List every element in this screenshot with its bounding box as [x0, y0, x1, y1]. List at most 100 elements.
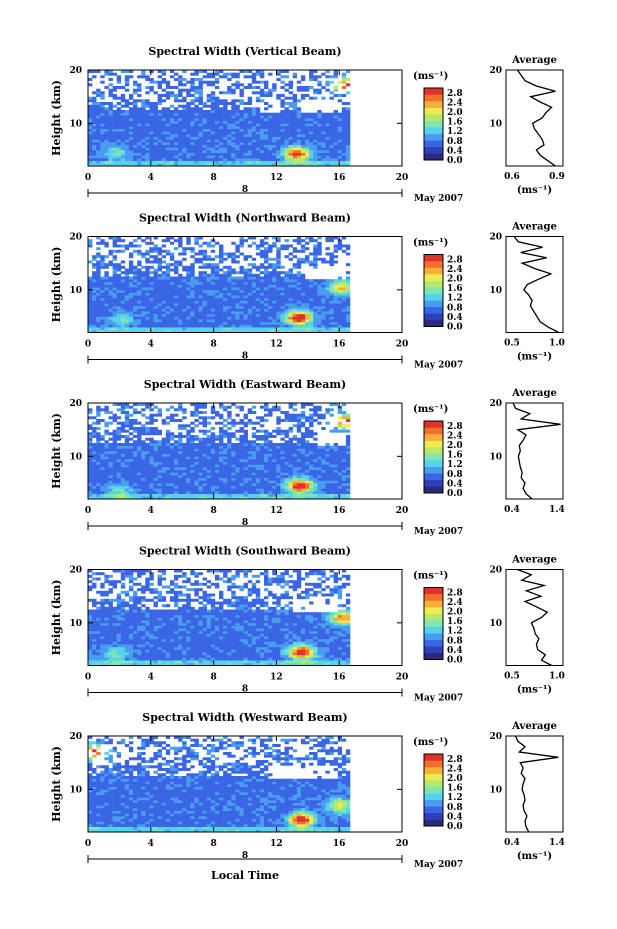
heatmap-cell	[100, 155, 105, 159]
heatmap-cell	[214, 496, 220, 500]
heatmap-cell	[341, 297, 347, 301]
heatmap-cell	[333, 155, 338, 159]
heatmap-cell	[186, 496, 191, 500]
heatmap-cell	[120, 480, 126, 484]
heatmap-cell	[194, 451, 199, 454]
heatmap-cell	[284, 107, 289, 111]
heatmap-cell	[272, 265, 277, 269]
heatmap-cell	[259, 279, 265, 283]
heatmap-cell	[255, 268, 261, 272]
heatmap-cell	[305, 300, 310, 304]
heatmap-cell	[116, 303, 122, 307]
heatmap-cell	[305, 451, 310, 454]
heatmap-cell	[300, 475, 306, 478]
heatmap-cell	[337, 287, 343, 291]
heatmap-cell	[178, 163, 183, 167]
heatmap-cell	[141, 475, 146, 478]
heatmap-cell	[292, 493, 298, 497]
heatmap-cell	[128, 485, 134, 489]
heatmap-cell	[317, 144, 322, 148]
heatmap-cell	[108, 316, 113, 320]
heatmap-cell	[272, 86, 277, 89]
colorbar-swatch	[424, 146, 443, 154]
heatmap-cell	[235, 300, 240, 304]
y-tick-label: 10	[69, 119, 82, 129]
heatmap-cell	[206, 123, 212, 127]
heatmap-cell	[88, 158, 93, 161]
heatmap-cell	[341, 448, 347, 452]
heatmap-cell	[247, 131, 253, 135]
heatmap-cell	[116, 147, 122, 151]
heatmap-cell	[186, 297, 191, 301]
heatmap-cell	[223, 134, 228, 137]
heatmap-cell	[231, 118, 236, 121]
heatmap-cell	[345, 493, 351, 497]
heatmap-cell	[157, 483, 162, 486]
heatmap-cell	[264, 292, 269, 296]
heatmap-cell	[305, 464, 310, 468]
heatmap-cell	[206, 126, 212, 129]
heatmap-cell	[329, 445, 334, 449]
heatmap-cell	[325, 83, 330, 87]
heatmap-cell	[157, 321, 162, 325]
heatmap-cell	[153, 128, 158, 132]
heatmap-cell	[223, 300, 228, 304]
heatmap-cell	[333, 295, 338, 299]
heatmap-cell	[296, 287, 302, 291]
heatmap-cell	[153, 324, 158, 328]
heatmap-cell	[153, 308, 158, 312]
heatmap-cell	[161, 287, 167, 291]
heatmap-cell	[296, 123, 302, 127]
heatmap-cell	[264, 493, 269, 497]
heatmap-cell	[198, 80, 203, 84]
heatmap-cell	[243, 295, 248, 299]
heatmap-cell	[198, 483, 203, 486]
heatmap-cell	[333, 308, 338, 312]
heatmap-cell	[161, 445, 167, 449]
heatmap-cell	[219, 477, 224, 481]
heatmap-cell	[300, 496, 306, 500]
heatmap-cell	[104, 289, 109, 293]
heatmap-cell	[182, 118, 187, 121]
heatmap-cell	[272, 305, 277, 309]
heatmap-cell	[300, 313, 306, 317]
heatmap-cell	[239, 110, 244, 113]
heatmap-cell	[337, 120, 343, 124]
heatmap-cell	[288, 303, 293, 307]
heatmap-cell	[157, 118, 162, 121]
heatmap-cell	[313, 496, 318, 500]
heatmap-cell	[231, 131, 236, 135]
heatmap-cell	[194, 491, 199, 494]
heatmap-cell	[239, 300, 244, 304]
heatmap-cell	[321, 300, 326, 304]
heatmap-cell	[280, 480, 285, 484]
colorbar-unit: (ms⁻¹)	[413, 238, 448, 249]
heatmap-cell	[227, 295, 232, 299]
heatmap-cell	[145, 488, 150, 492]
heatmap-cell	[313, 96, 318, 100]
heatmap-cell	[243, 327, 248, 331]
heatmap-cell	[165, 142, 171, 145]
heatmap-cell	[329, 488, 334, 492]
heatmap-cell	[112, 150, 117, 153]
heatmap-cell	[333, 287, 338, 291]
heatmap-cell	[128, 142, 134, 145]
heatmap-cell	[178, 150, 183, 153]
heatmap-cell	[116, 115, 122, 119]
heatmap-cell	[321, 308, 326, 312]
heatmap-cell	[145, 445, 150, 449]
heatmap-cell	[341, 147, 347, 151]
heatmap-cell	[251, 136, 257, 140]
heatmap-cell	[169, 467, 175, 470]
heatmap-cell	[190, 467, 195, 470]
heatmap-cell	[128, 158, 134, 161]
heatmap-cell	[309, 144, 314, 148]
heatmap-cell	[128, 488, 134, 492]
heatmap-cell	[210, 147, 216, 151]
heatmap-cell	[210, 83, 216, 87]
heatmap-cell	[305, 139, 310, 143]
heatmap-cell	[174, 152, 179, 156]
heatmap-cell	[92, 472, 97, 476]
heatmap-cell	[100, 491, 105, 494]
heatmap-cell	[141, 107, 146, 111]
